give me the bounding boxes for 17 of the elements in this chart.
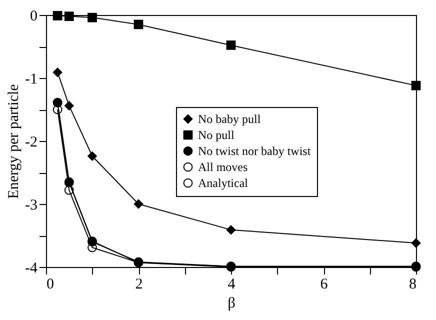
- x-tick-label: 6: [320, 276, 328, 292]
- x-tick-label: 8: [409, 276, 416, 292]
- x-tick-label: 4: [228, 276, 236, 292]
- legend-label: All moves: [198, 160, 248, 174]
- legend-label: No baby pull: [198, 112, 262, 126]
- x-tick-label: 2: [135, 276, 143, 292]
- legend-label: No pull: [198, 128, 235, 142]
- y-tick-label: -1: [25, 72, 38, 88]
- y-tick-label: -4: [25, 260, 38, 276]
- x-axis-title: β: [228, 296, 236, 312]
- legend-label: Analytical: [198, 176, 249, 190]
- y-axis-title: Energy per particle: [6, 84, 22, 199]
- x-tick-label: 0: [46, 276, 54, 292]
- legend-label: No twist nor baby twist: [198, 144, 312, 158]
- y-tick-label: 0: [30, 8, 38, 24]
- y-tick-label: -2: [25, 134, 38, 150]
- y-tick-label: -3: [25, 198, 38, 214]
